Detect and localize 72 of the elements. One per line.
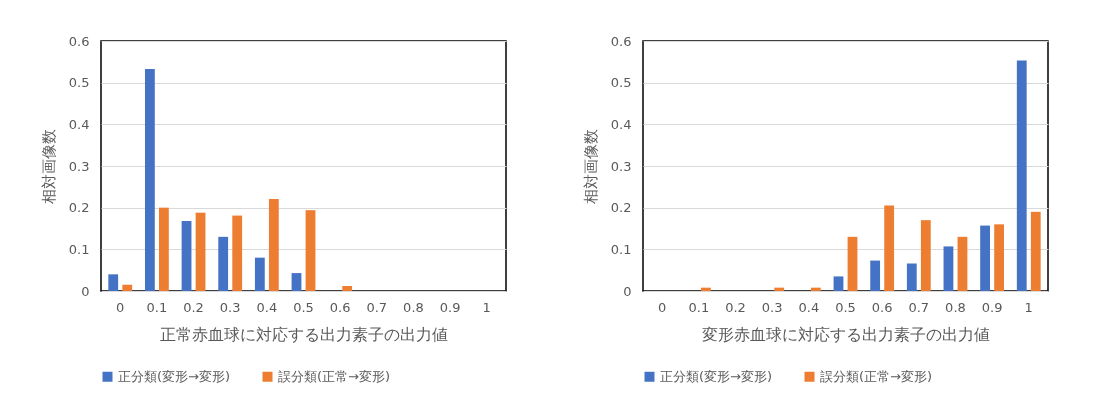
y-tick-label: 0.1 bbox=[610, 241, 632, 257]
bar bbox=[1016, 60, 1027, 291]
y-tick-label: 0.6 bbox=[610, 33, 632, 49]
bar bbox=[181, 221, 192, 291]
legend-label: 誤分類(正常→変形) bbox=[278, 368, 391, 384]
bar bbox=[122, 284, 133, 291]
y-tick-label: 0.1 bbox=[68, 241, 90, 257]
bar bbox=[144, 68, 155, 291]
x-tick-label: 0.8 bbox=[403, 299, 424, 315]
bar bbox=[1030, 211, 1041, 291]
x-tick-label: 0.3 bbox=[761, 299, 783, 315]
bar bbox=[957, 236, 968, 291]
x-tick-label: 0 bbox=[116, 299, 125, 315]
x-tick-label: 0.1 bbox=[688, 299, 710, 315]
x-axis-title: 正常赤血球に対応する出力素子の出力値 bbox=[160, 324, 448, 344]
bar bbox=[232, 215, 243, 291]
bar bbox=[254, 257, 265, 291]
x-tick-label: 0.8 bbox=[945, 299, 966, 315]
x-tick-label: 0.7 bbox=[908, 299, 930, 315]
bar bbox=[701, 287, 711, 291]
bar bbox=[342, 286, 353, 291]
y-tick-label: 0 bbox=[81, 283, 90, 299]
y-tick-label: 0.3 bbox=[610, 158, 632, 174]
x-tick-label: 0.9 bbox=[439, 299, 461, 315]
y-tick-label: 0 bbox=[623, 283, 632, 299]
bar bbox=[980, 225, 990, 291]
bar bbox=[108, 274, 119, 291]
y-tick-label: 0.5 bbox=[68, 75, 90, 91]
x-tick-label: 0.5 bbox=[835, 299, 856, 315]
y-tick-label: 0.3 bbox=[68, 158, 90, 174]
x-tick-label: 0.3 bbox=[219, 299, 241, 315]
bar bbox=[774, 287, 785, 291]
bar bbox=[884, 205, 895, 291]
bar bbox=[268, 198, 279, 291]
bar bbox=[847, 236, 858, 291]
legend-label: 誤分類(正常→変形) bbox=[820, 368, 933, 384]
y-tick-label: 0.2 bbox=[68, 200, 90, 216]
legend-label: 正分類(変形→変形) bbox=[118, 368, 231, 384]
bar bbox=[159, 207, 169, 291]
x-tick-label: 1 bbox=[1024, 299, 1033, 315]
bar bbox=[833, 276, 844, 291]
x-tick-label: 0.2 bbox=[725, 299, 746, 315]
x-tick-label: 1 bbox=[482, 299, 491, 315]
x-tick-label: 0.5 bbox=[293, 299, 314, 315]
y-tick-label: 0.5 bbox=[610, 75, 632, 91]
bar bbox=[920, 220, 931, 291]
bar bbox=[810, 287, 821, 291]
y-tick-label: 0.6 bbox=[68, 33, 90, 49]
y-axis-title: 相対画像数 bbox=[581, 129, 600, 204]
x-axis-title: 変形赤血球に対応する出力素子の出力値 bbox=[702, 324, 990, 344]
x-tick-label: 0 bbox=[658, 299, 667, 315]
y-tick-label: 0.2 bbox=[610, 200, 632, 216]
bar bbox=[218, 236, 229, 291]
x-tick-label: 0.4 bbox=[256, 299, 278, 315]
y-tick-label: 0.4 bbox=[610, 116, 632, 132]
x-tick-label: 0.2 bbox=[183, 299, 204, 315]
x-tick-label: 0.6 bbox=[329, 299, 351, 315]
bar bbox=[305, 210, 316, 291]
x-tick-label: 0.6 bbox=[871, 299, 893, 315]
x-tick-label: 0.4 bbox=[798, 299, 820, 315]
y-axis-title: 相対画像数 bbox=[39, 129, 58, 204]
x-tick-label: 0.7 bbox=[366, 299, 388, 315]
x-tick-label: 0.1 bbox=[146, 299, 168, 315]
bar bbox=[870, 260, 881, 291]
bar bbox=[195, 212, 206, 291]
bar bbox=[906, 263, 917, 291]
bar bbox=[943, 246, 954, 291]
y-tick-label: 0.4 bbox=[68, 116, 90, 132]
bar bbox=[994, 224, 1005, 291]
bar bbox=[291, 273, 302, 291]
x-tick-label: 0.9 bbox=[981, 299, 1003, 315]
legend-label: 正分類(変形→変形) bbox=[660, 368, 773, 384]
